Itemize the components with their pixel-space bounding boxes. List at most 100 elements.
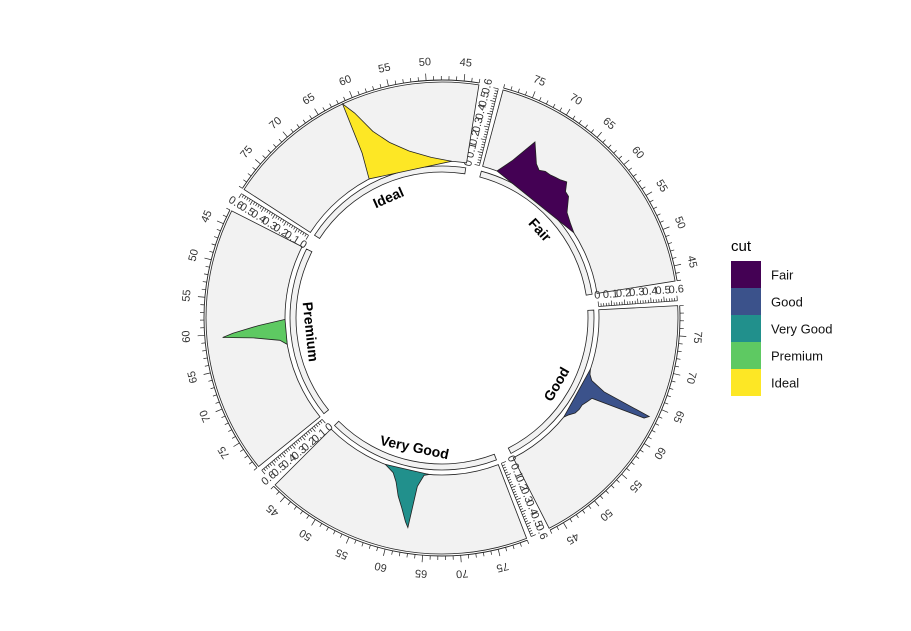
y-tick-minor	[315, 424, 319, 427]
x-tick-minor	[671, 380, 676, 383]
x-tick-label: 75	[238, 144, 255, 161]
y-tick-minor	[504, 469, 508, 471]
legend-swatch	[731, 315, 761, 342]
y-tick-label: 0.6	[533, 523, 550, 542]
y-tick-minor	[480, 149, 484, 151]
x-tick-minor	[546, 100, 549, 105]
y-tick-minor	[489, 110, 493, 113]
x-tick-minor	[616, 479, 620, 483]
x-tick-minor	[641, 186, 646, 190]
x-tick-minor	[651, 430, 656, 433]
sector-label-premium: Premium	[300, 301, 322, 362]
y-tick-major	[531, 534, 536, 537]
y-tick-minor	[481, 144, 485, 146]
x-tick-minor	[572, 115, 576, 120]
x-tick-minor	[309, 115, 313, 119]
y-tick-label: 0.1	[602, 288, 618, 301]
x-tick-minor	[252, 167, 256, 171]
y-tick-minor	[477, 159, 481, 161]
y-tick-minor	[282, 219, 285, 223]
y-tick-minor	[524, 517, 528, 520]
x-tick-minor	[253, 467, 258, 471]
x-tick-major	[661, 409, 669, 413]
legend-label: Fair	[771, 268, 794, 283]
x-tick-minor	[670, 249, 675, 252]
y-tick-minor	[527, 525, 531, 528]
y-tick-minor	[508, 478, 512, 481]
x-tick-label: 60	[373, 559, 388, 574]
x-tick-minor	[262, 155, 266, 159]
y-tick-major	[238, 193, 242, 199]
y-tick-minor	[302, 232, 305, 236]
y-tick-major	[294, 228, 298, 233]
x-tick-minor	[669, 387, 674, 390]
x-tick-minor	[273, 144, 277, 148]
y-tick-minor	[273, 459, 277, 463]
density-area-very-good	[384, 463, 430, 529]
y-tick-minor	[246, 197, 249, 201]
y-tick-minor	[530, 532, 534, 535]
y-tick-minor	[283, 451, 287, 455]
x-tick-minor	[631, 462, 635, 466]
legend-item-ideal: Ideal	[731, 369, 799, 396]
x-tick-minor	[202, 350, 207, 352]
y-tick-label: 0	[462, 159, 475, 168]
x-tick-major	[497, 549, 501, 557]
x-tick-major	[645, 191, 653, 196]
x-tick-minor	[203, 273, 209, 275]
x-tick-label: 70	[198, 408, 214, 424]
x-tick-minor	[628, 167, 633, 171]
x-tick-minor	[675, 272, 680, 274]
x-tick-major	[566, 108, 571, 116]
y-tick-minor	[269, 463, 273, 467]
y-tick-minor	[257, 204, 260, 208]
y-tick-major	[474, 164, 480, 166]
x-tick-major	[314, 108, 319, 115]
x-tick-major	[644, 443, 651, 448]
x-tick-minor	[213, 236, 219, 239]
y-tick-minor	[266, 210, 269, 214]
x-tick-minor	[633, 173, 637, 177]
x-tick-minor	[306, 515, 310, 519]
sector-panel	[243, 81, 480, 234]
y-tick-major	[511, 485, 517, 489]
y-tick-major	[321, 419, 326, 424]
y-tick-minor	[490, 108, 494, 110]
y-tick-minor	[268, 211, 271, 215]
chart-sectors: 4550556065707500.10.20.30.40.50.6Fair455…	[180, 56, 703, 579]
x-tick-minor	[658, 416, 663, 419]
x-tick-major	[345, 536, 350, 544]
x-tick-minor	[410, 78, 412, 83]
x-tick-label: 65	[415, 567, 428, 580]
legend-swatch	[731, 369, 761, 396]
x-tick-label: 65	[186, 370, 201, 385]
x-tick-minor	[248, 461, 253, 465]
sector-label-ring	[507, 309, 595, 454]
y-tick-major	[301, 436, 306, 441]
legend-swatch	[731, 288, 761, 315]
x-tick-minor	[391, 550, 393, 555]
legend-items: Fair Good Very Good Premium Ideal	[731, 261, 832, 396]
y-tick-minor	[477, 161, 481, 164]
x-tick-minor	[326, 526, 329, 531]
x-tick-label: 65	[301, 91, 318, 108]
y-tick-major	[260, 207, 265, 212]
y-tick-minor	[297, 229, 300, 233]
x-tick-label: 50	[672, 215, 688, 231]
x-tick-minor	[590, 129, 595, 133]
y-tick-minor	[478, 156, 482, 159]
legend-swatch	[731, 342, 761, 369]
legend-item-premium: Premium	[731, 342, 823, 369]
x-tick-major	[421, 555, 423, 563]
y-tick-minor	[319, 420, 323, 424]
y-tick-major	[283, 221, 287, 226]
y-tick-major	[487, 112, 493, 115]
y-tick-minor	[523, 515, 527, 518]
y-tick-major	[506, 473, 512, 476]
y-tick-major	[311, 427, 316, 432]
y-tick-minor	[275, 458, 279, 461]
x-tick-minor	[668, 242, 673, 245]
x-tick-label: 45	[199, 209, 215, 225]
y-tick-minor	[502, 464, 506, 467]
x-tick-label: 75	[691, 331, 704, 344]
